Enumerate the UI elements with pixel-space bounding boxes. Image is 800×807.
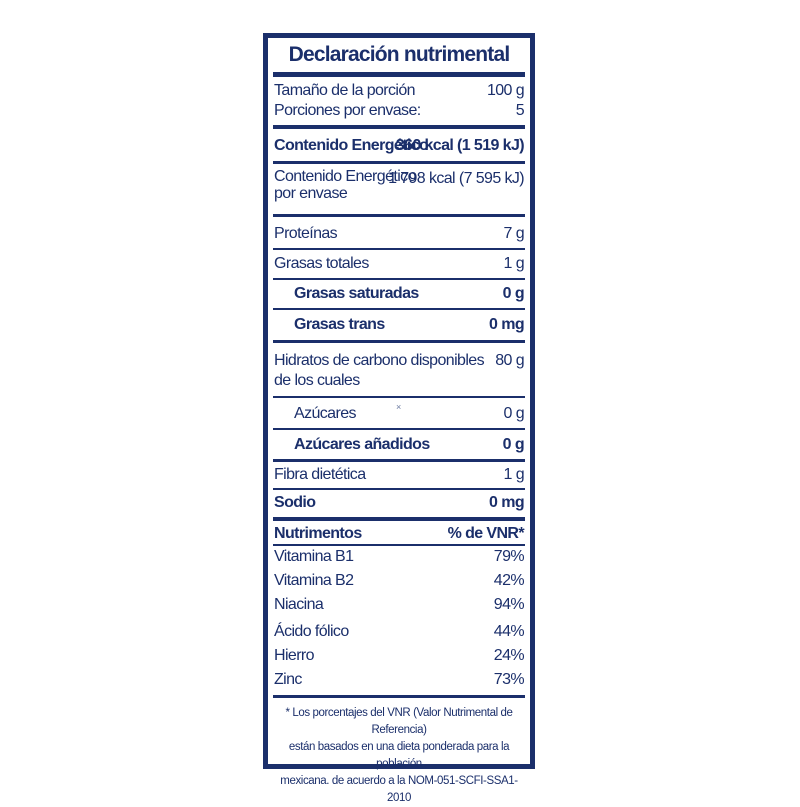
vitamins-header-value: % de VNR* (447, 525, 525, 542)
vitamin-row-label: Hierro (274, 647, 315, 664)
vitamin-row-label: Zinc (274, 671, 302, 688)
vitamin-row-label: Niacina (274, 596, 324, 613)
vitamins-header-label: Nutrimentos (274, 525, 362, 542)
carbs-label-line2: de los cuales (274, 372, 360, 389)
sodium-value: 0 mg (489, 494, 525, 511)
divider-thin (273, 396, 525, 398)
sugars-label: Azúcares (294, 405, 357, 422)
saturated-fat-value: 0 g (502, 285, 525, 302)
trans-fat-value: 0 mg (489, 316, 525, 333)
vitamin-row-value: 79% (493, 548, 525, 565)
divider (273, 695, 525, 698)
servings-per-package-label: Porciones por envase: (274, 102, 421, 119)
vitamin-row-value: 73% (493, 671, 525, 688)
divider-thin (273, 488, 525, 490)
footnote-line: están basados en una dieta ponderada par… (288, 741, 510, 770)
total-fat-label: Grasas totales (274, 255, 369, 272)
nutrition-facts-panel: Declaración nutrimental Tamaño de la por… (263, 33, 535, 804)
energy-package-label-line2: por envase (274, 185, 348, 202)
divider-thin (273, 248, 525, 250)
divider (273, 161, 525, 164)
added-sugars-value: 0 g (502, 436, 525, 453)
protein-label: Proteínas (274, 225, 338, 242)
fiber-label: Fibra dietética (274, 466, 366, 483)
footnote: * Los porcentajes del VNR (Valor Nutrime… (272, 705, 526, 807)
divider-thin (273, 544, 525, 546)
divider-thin (273, 278, 525, 280)
protein-value: 7 g (503, 225, 525, 242)
servings-per-package-value: 5 (515, 102, 525, 119)
vitamin-row-label: Vitamina B1 (274, 548, 354, 565)
added-sugars-label: Azúcares añadidos (294, 436, 430, 453)
panel-title: Declaración nutrimental (288, 43, 511, 66)
divider (273, 459, 525, 462)
vitamin-row-label: Vitamina B2 (274, 572, 354, 589)
carbs-value: 80 g (495, 352, 524, 369)
vitamin-row-label: Ácido fólico (274, 623, 349, 640)
serving-size-value: 100 g (486, 82, 525, 99)
small-cross-icon: × (396, 402, 402, 412)
divider-thin (273, 308, 525, 310)
energy-value: 360 kcal (1 519 kJ) (395, 137, 525, 154)
divider-thick (273, 72, 525, 77)
trans-fat-label: Grasas trans (294, 316, 385, 333)
sugars-value: 0 g (503, 405, 525, 422)
fiber-value: 1 g (503, 466, 525, 483)
vitamin-row-value: 42% (493, 572, 525, 589)
saturated-fat-label: Grasas saturadas (294, 285, 419, 302)
divider (273, 214, 525, 217)
footnote-line: * Los porcentajes del VNR (Valor Nutrime… (285, 707, 513, 736)
divider (273, 340, 525, 343)
carbs-label-line1: Hidratos de carbono disponibles (274, 352, 485, 369)
energy-label: Contenido Energético (274, 137, 429, 154)
footnote-line: mexicana. de acuerdo a la NOM-051-SCFI-S… (280, 775, 518, 804)
total-fat-value: 1 g (503, 255, 525, 272)
energy-package-value: 1 798 kcal (7 595 kJ) (388, 170, 525, 187)
sodium-label: Sodio (274, 494, 316, 511)
serving-size-label: Tamaño de la porción (274, 82, 416, 99)
vitamin-row-value: 94% (493, 596, 525, 613)
divider-thick (273, 517, 525, 521)
vitamin-row-value: 24% (493, 647, 525, 664)
energy-package-label-line1: Contenido Energético (274, 168, 416, 185)
divider-thin (273, 428, 525, 430)
vitamin-row-value: 44% (493, 623, 525, 640)
divider-thick (273, 125, 525, 129)
